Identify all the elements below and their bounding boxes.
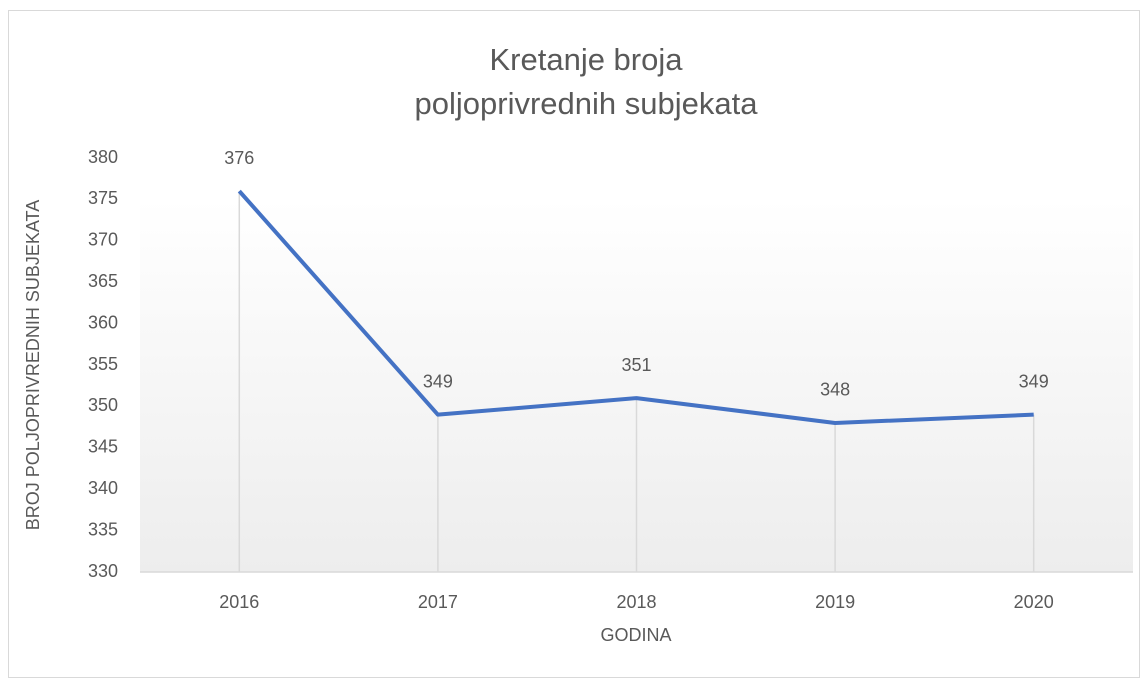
x-tick-label: 2020: [1014, 592, 1054, 612]
y-tick-label: 335: [88, 519, 118, 539]
y-tick-label: 330: [88, 561, 118, 581]
chart-title: poljoprivrednih subjekata: [415, 86, 759, 121]
y-tick-label: 365: [88, 271, 118, 291]
y-tick-label: 375: [88, 188, 118, 208]
x-tick-label: 2016: [219, 592, 259, 612]
y-tick-label: 380: [88, 147, 118, 167]
y-tick-label: 340: [88, 478, 118, 498]
chart-title: Kretanje broja: [489, 42, 683, 77]
data-label: 349: [1019, 371, 1049, 391]
x-axis-label: GODINA: [600, 625, 671, 645]
x-tick-label: 2018: [616, 592, 656, 612]
y-tick-label: 355: [88, 354, 118, 374]
x-tick-label: 2019: [815, 592, 855, 612]
data-label: 351: [621, 355, 651, 375]
y-tick-label: 370: [88, 230, 118, 250]
y-tick-label: 350: [88, 395, 118, 415]
y-tick-label: 360: [88, 312, 118, 332]
data-label: 349: [423, 371, 453, 391]
line-series: [237, 189, 1034, 425]
data-label: 376: [224, 148, 254, 168]
x-tick-label: 2017: [418, 592, 458, 612]
data-label: 348: [820, 380, 850, 400]
y-axis-label: BROJ POLJOPRIVREDNIH SUBJEKATA: [23, 200, 43, 530]
y-tick-label: 345: [88, 437, 118, 457]
